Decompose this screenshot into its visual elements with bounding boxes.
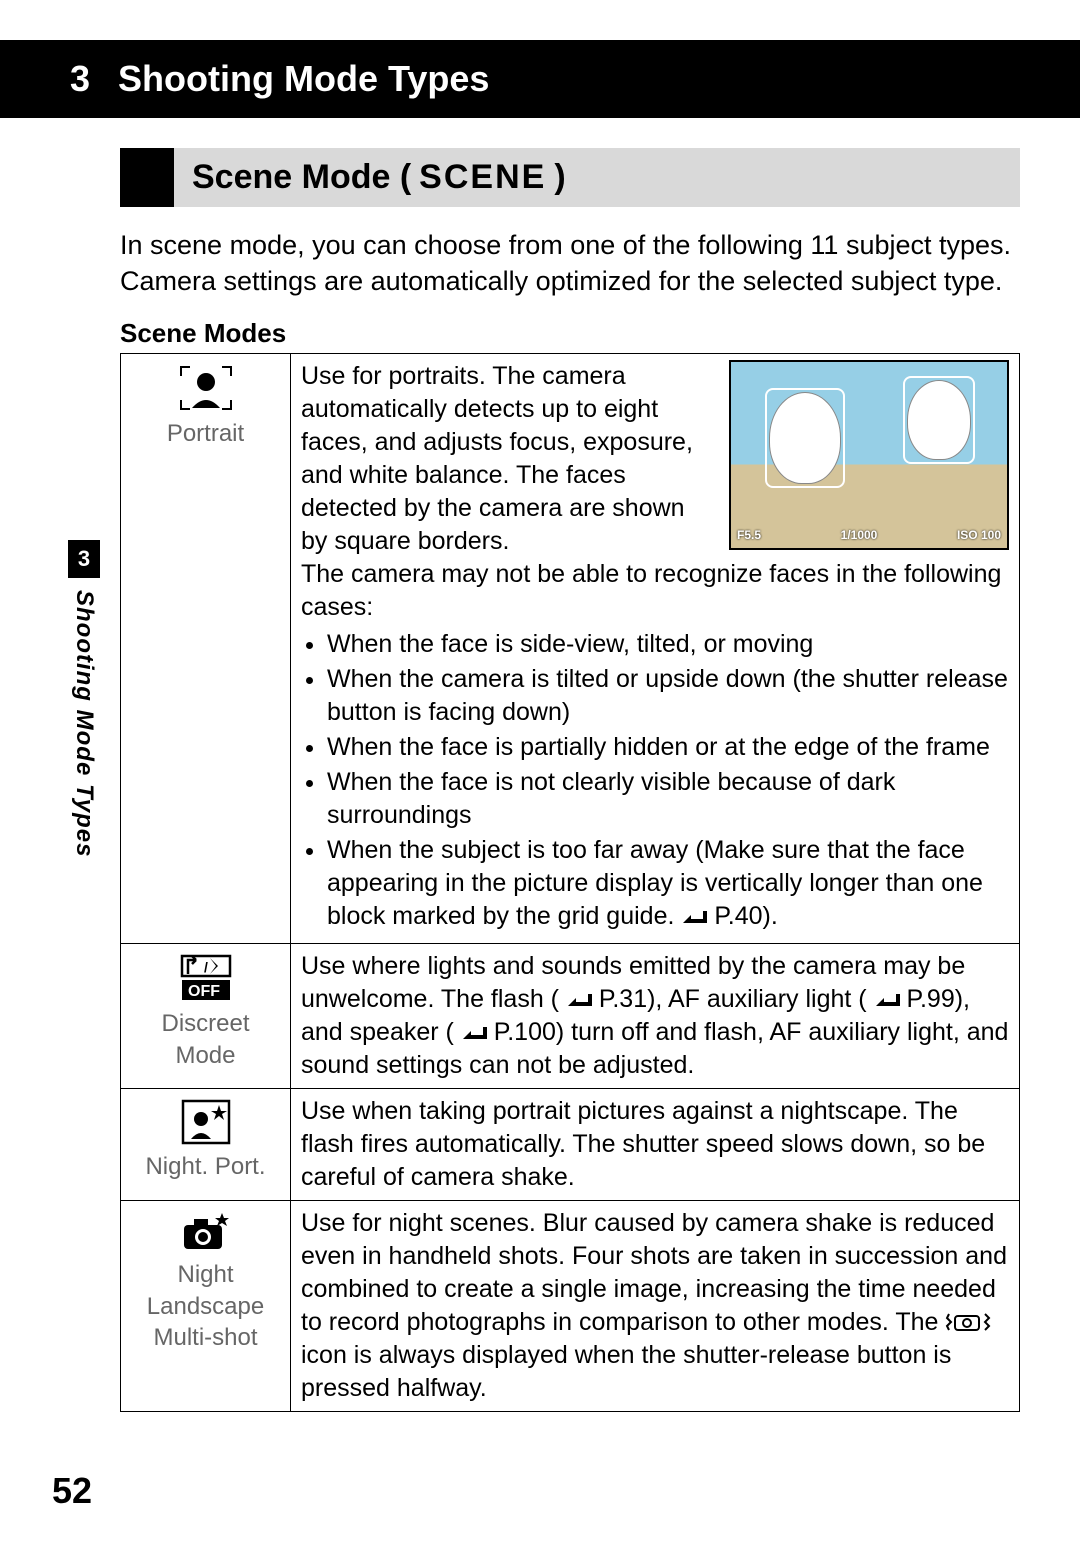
night-landscape-multishot-icon: [180, 1211, 232, 1253]
list-item: When the face is partially hidden or at …: [327, 731, 1009, 764]
list-item: When the face is not clearly visible bec…: [327, 766, 1009, 832]
mode-cell-nightport: Night. Port.: [121, 1088, 291, 1200]
reference-icon: [874, 990, 900, 1010]
mode-desc-portrait: Use for portraits. The camera automatica…: [291, 353, 1020, 943]
portrait-cases-list: When the face is side-view, tilted, or m…: [327, 628, 1009, 933]
table-row: / OFF Discreet Mode Use where lights and…: [121, 943, 1020, 1088]
osd-shutter: 1/1000: [841, 528, 878, 544]
bullet-text: When the subject is too far away (Make s…: [327, 836, 983, 930]
side-tab-number: 3: [68, 540, 100, 578]
portrait-icon: [178, 364, 234, 412]
discreet-icon: / OFF: [180, 954, 232, 1002]
mode-label: Night. Port.: [131, 1151, 280, 1183]
mode-label: Landscape: [131, 1291, 280, 1323]
desc-text: Use for night scenes. Blur caused by cam…: [301, 1209, 1007, 1336]
intro-paragraph: In scene mode, you can choose from one o…: [120, 227, 1020, 300]
portrait-lead: The camera may not be able to recognize …: [301, 558, 1009, 624]
svg-text:OFF: OFF: [188, 983, 220, 1000]
bullet-ref: P.40).: [714, 902, 777, 930]
desc-text: icon is always displayed when the shutte…: [301, 1341, 951, 1402]
mode-desc-nlms: Use for night scenes. Blur caused by cam…: [291, 1200, 1020, 1411]
section-marker: [120, 148, 174, 207]
portrait-illustration: F5.5 1/1000 ISO 100: [729, 360, 1009, 550]
chapter-number: 3: [70, 58, 90, 99]
table-row: Night Landscape Multi-shot Use for night…: [121, 1200, 1020, 1411]
list-item: When the camera is tilted or upside down…: [327, 663, 1009, 729]
mode-label: Night: [131, 1259, 280, 1291]
scene-modes-subhead: Scene Modes: [120, 318, 1020, 349]
mode-label: Portrait: [131, 418, 280, 450]
reference-icon: [566, 990, 592, 1010]
mode-label: Multi-shot: [131, 1322, 280, 1354]
chapter-title: Shooting Mode Types: [118, 58, 489, 99]
section-title-bar: Scene Mode (SCENE): [120, 148, 1020, 207]
chapter-header: 3 Shooting Mode Types: [0, 40, 1080, 118]
section-title: Scene Mode (SCENE): [174, 148, 584, 207]
side-tab: 3 Shooting Mode Types: [42, 540, 126, 857]
reference-icon: [461, 1023, 487, 1043]
mode-desc-nightport: Use when taking portrait pictures agains…: [291, 1088, 1020, 1200]
page-number: 52: [52, 1470, 92, 1512]
mode-label: Discreet Mode: [131, 1008, 280, 1071]
scene-modes-table: Portrait Use for portraits. The camera a…: [120, 353, 1020, 1412]
camera-shake-icon: [945, 1310, 993, 1334]
mode-cell-portrait: Portrait: [121, 353, 291, 943]
mode-cell-nlms: Night Landscape Multi-shot: [121, 1200, 291, 1411]
list-item: When the subject is too far away (Make s…: [327, 834, 1009, 933]
reference-icon: [681, 907, 707, 927]
side-tab-label: Shooting Mode Types: [70, 590, 98, 857]
section-title-text: Scene Mode (: [192, 158, 411, 197]
portrait-top-text: Use for portraits. The camera automatica…: [301, 360, 715, 558]
table-row: Portrait Use for portraits. The camera a…: [121, 353, 1020, 943]
section-title-close: ): [554, 158, 565, 197]
desc-text: P.31), AF auxiliary light (: [599, 985, 867, 1013]
list-item: When the face is side-view, tilted, or m…: [327, 628, 1009, 661]
osd-aperture: F5.5: [737, 528, 761, 544]
mode-desc-discreet: Use where lights and sounds emitted by t…: [291, 943, 1020, 1088]
table-row: Night. Port. Use when taking portrait pi…: [121, 1088, 1020, 1200]
svg-text:/: /: [204, 959, 208, 975]
mode-cell-discreet: / OFF Discreet Mode: [121, 943, 291, 1088]
osd-iso: ISO 100: [957, 528, 1001, 544]
scene-word: SCENE: [419, 158, 546, 197]
night-portrait-icon: [181, 1099, 231, 1145]
